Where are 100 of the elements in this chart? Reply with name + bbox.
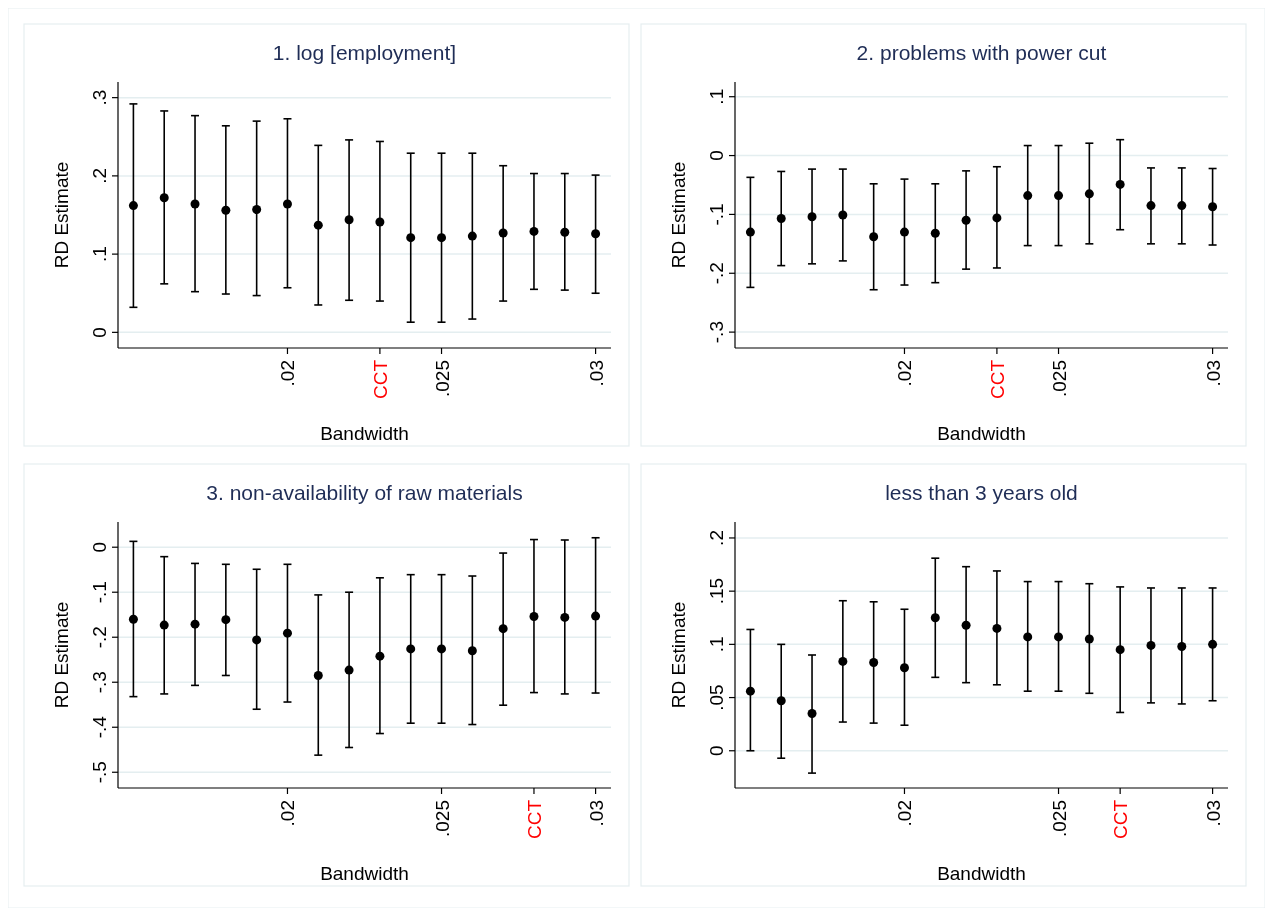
point	[128, 201, 138, 211]
point	[1054, 191, 1064, 201]
point	[776, 214, 786, 224]
x-tick-label: .02	[277, 360, 299, 387]
point	[869, 232, 879, 242]
y-tick-label: .2	[706, 530, 727, 546]
x-axis-title: Bandwidth	[320, 423, 409, 444]
x-tick-label: .02	[894, 360, 916, 387]
point	[1023, 632, 1033, 642]
y-tick-label: -.3	[89, 671, 110, 694]
point	[591, 611, 601, 621]
y-axis-title: RD Estimate	[668, 161, 689, 269]
point	[529, 612, 539, 622]
x-tick-label: .02	[894, 800, 916, 827]
y-tick-label: 0	[89, 327, 110, 338]
x-tick-label: CCT	[369, 359, 391, 400]
chart-title: 2. problems with power cut	[856, 41, 1107, 64]
point	[252, 205, 262, 215]
y-tick-label: 0	[89, 541, 110, 553]
point	[899, 663, 909, 673]
y-tick-label: .05	[706, 684, 727, 711]
point	[1054, 632, 1064, 642]
x-axis-title: Bandwidth	[937, 423, 1026, 444]
point	[221, 615, 231, 625]
y-tick-label: .2	[89, 167, 110, 184]
point	[159, 193, 169, 203]
point	[128, 614, 138, 624]
point	[930, 228, 940, 238]
x-tick-label: CCT	[523, 799, 545, 840]
y-tick-label: -.2	[706, 262, 727, 285]
point	[1084, 189, 1094, 199]
point	[1023, 191, 1033, 201]
y-tick-label: 0	[706, 745, 727, 757]
chart-title: less than 3 years old	[885, 481, 1078, 504]
point	[591, 229, 601, 239]
y-tick-label: .1	[89, 246, 110, 263]
point	[1208, 639, 1218, 649]
x-tick-label: .025	[431, 360, 453, 397]
point	[992, 623, 1002, 633]
x-tick-label: .025	[431, 800, 453, 837]
point	[1177, 201, 1187, 211]
x-tick-label: CCT	[986, 359, 1008, 400]
point	[1146, 640, 1156, 650]
point	[282, 628, 292, 638]
point	[467, 646, 477, 656]
y-tick-label: -.4	[89, 715, 110, 739]
chart-title: 3. non-availability of raw materials	[206, 481, 523, 504]
x-axis-title: Bandwidth	[937, 863, 1026, 884]
point	[1146, 201, 1156, 211]
point	[313, 670, 323, 680]
point	[406, 644, 416, 654]
point	[745, 227, 755, 237]
point	[745, 686, 755, 696]
point	[190, 199, 200, 209]
point	[344, 665, 354, 675]
x-axis-title: Bandwidth	[320, 863, 409, 884]
point	[437, 644, 447, 654]
point	[992, 213, 1002, 223]
y-tick-label: -.2	[89, 626, 110, 649]
x-tick-label: .03	[585, 360, 607, 387]
y-tick-label: .3	[89, 89, 110, 106]
point	[961, 620, 971, 630]
x-tick-label: .025	[1048, 800, 1070, 837]
y-tick-label: 0	[706, 150, 727, 161]
point	[1208, 202, 1218, 212]
y-axis-title: RD Estimate	[51, 601, 72, 709]
point	[498, 624, 508, 634]
point	[313, 220, 323, 230]
x-tick-label: .03	[585, 800, 607, 827]
y-tick-label: -.1	[89, 581, 110, 604]
point	[529, 226, 539, 236]
point	[1084, 634, 1094, 644]
point	[560, 612, 570, 622]
point	[776, 696, 786, 706]
point	[498, 228, 508, 238]
x-tick-label: CCT	[1110, 799, 1132, 840]
point	[406, 233, 416, 243]
point	[838, 210, 848, 220]
y-tick-label: -.3	[706, 321, 727, 344]
point	[807, 709, 817, 719]
point	[437, 233, 447, 243]
point	[961, 215, 971, 225]
point	[1177, 642, 1187, 651]
point	[282, 199, 292, 209]
y-axis-title: RD Estimate	[668, 601, 689, 709]
point	[375, 217, 385, 227]
point	[899, 227, 909, 237]
point	[344, 215, 354, 225]
y-axis-title: RD Estimate	[51, 161, 72, 269]
x-tick-label: .025	[1048, 360, 1070, 397]
point	[838, 656, 848, 666]
point	[190, 619, 200, 629]
y-tick-label: .1	[706, 88, 727, 105]
point	[159, 620, 169, 630]
point	[869, 657, 879, 667]
point	[375, 651, 385, 661]
x-tick-label: .02	[277, 800, 299, 827]
y-tick-label: -.5	[89, 761, 110, 784]
point	[1115, 645, 1125, 655]
point	[467, 231, 477, 241]
